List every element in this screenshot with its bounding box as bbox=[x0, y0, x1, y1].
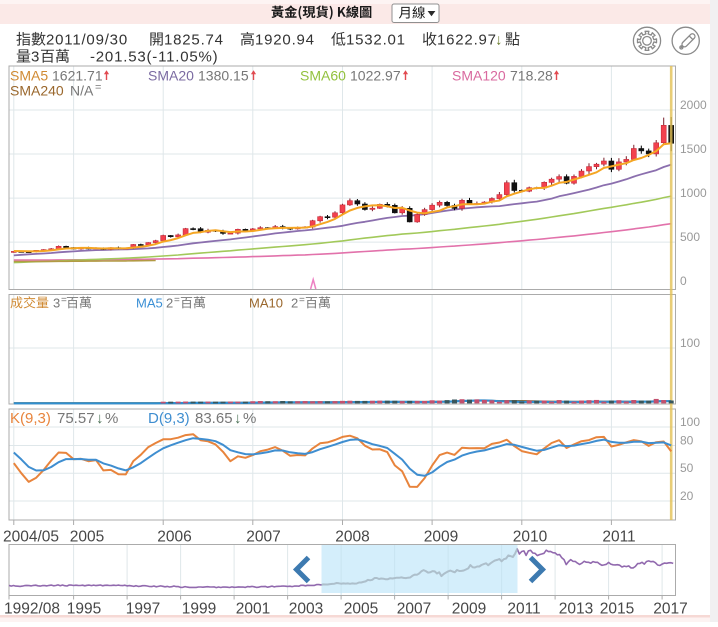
svg-text:1621.71: 1621.71 bbox=[52, 68, 103, 84]
svg-text:2009: 2009 bbox=[424, 529, 458, 546]
svg-text:2013: 2013 bbox=[559, 601, 593, 618]
svg-text:N/A: N/A bbox=[70, 83, 94, 99]
svg-text:K(9,3): K(9,3) bbox=[10, 410, 51, 427]
svg-text:80: 80 bbox=[680, 433, 694, 447]
svg-text:SMA5: SMA5 bbox=[10, 68, 48, 84]
svg-text:2007: 2007 bbox=[397, 601, 431, 618]
svg-text:1825.74: 1825.74 bbox=[164, 32, 224, 49]
svg-text:↓: ↓ bbox=[234, 410, 242, 427]
svg-text:D(9,3): D(9,3) bbox=[148, 410, 190, 427]
svg-text:1022.97: 1022.97 bbox=[350, 68, 401, 84]
svg-text:1380.15: 1380.15 bbox=[198, 68, 249, 84]
svg-text:-201.53(-11.05%): -201.53(-11.05%) bbox=[90, 49, 218, 66]
svg-text:2011: 2011 bbox=[602, 529, 635, 546]
svg-text:2004/05: 2004/05 bbox=[3, 529, 59, 546]
svg-text:=: = bbox=[61, 295, 67, 306]
svg-text:MA5: MA5 bbox=[136, 295, 163, 310]
svg-text:1000: 1000 bbox=[680, 186, 707, 200]
svg-text:2007: 2007 bbox=[246, 529, 280, 546]
svg-text:2011/09/30: 2011/09/30 bbox=[46, 32, 128, 49]
svg-text:1992/08: 1992/08 bbox=[4, 601, 60, 618]
svg-text:1995: 1995 bbox=[67, 601, 101, 618]
svg-text:100: 100 bbox=[680, 415, 700, 429]
svg-text:2017: 2017 bbox=[653, 601, 687, 618]
svg-text:2009: 2009 bbox=[452, 601, 486, 618]
svg-text:83.65: 83.65 bbox=[195, 410, 233, 427]
svg-text:↓: ↓ bbox=[96, 410, 104, 427]
svg-text:%: % bbox=[105, 410, 118, 427]
svg-text:2011: 2011 bbox=[507, 601, 540, 618]
svg-text:=: = bbox=[174, 295, 180, 306]
svg-text:75.57: 75.57 bbox=[57, 410, 95, 427]
svg-text:2005: 2005 bbox=[70, 529, 104, 546]
svg-text:=: = bbox=[95, 82, 101, 94]
svg-text:↓: ↓ bbox=[495, 32, 503, 49]
svg-text:SMA60: SMA60 bbox=[300, 68, 346, 84]
svg-text:20: 20 bbox=[680, 489, 694, 503]
svg-text:718.28: 718.28 bbox=[510, 68, 553, 84]
svg-text:2: 2 bbox=[291, 295, 298, 310]
svg-text:1920.94: 1920.94 bbox=[255, 32, 315, 49]
svg-text:2010: 2010 bbox=[513, 529, 548, 546]
svg-text:3: 3 bbox=[31, 49, 39, 66]
svg-text:1997: 1997 bbox=[126, 601, 160, 618]
svg-text:3: 3 bbox=[53, 295, 60, 310]
svg-text:0: 0 bbox=[680, 274, 687, 288]
svg-text:=: = bbox=[299, 295, 305, 306]
svg-text:2006: 2006 bbox=[157, 529, 191, 546]
svg-text:%: % bbox=[243, 410, 256, 427]
svg-text:2008: 2008 bbox=[335, 529, 369, 546]
svg-text:SMA20: SMA20 bbox=[148, 68, 194, 84]
svg-text:2015: 2015 bbox=[600, 601, 634, 618]
svg-text:2005: 2005 bbox=[344, 601, 378, 618]
svg-text:1622.97: 1622.97 bbox=[437, 32, 497, 49]
svg-text:50: 50 bbox=[680, 461, 694, 475]
svg-text:2: 2 bbox=[166, 295, 173, 310]
svg-text:1532.01: 1532.01 bbox=[346, 32, 406, 49]
svg-text:100: 100 bbox=[680, 336, 700, 350]
svg-text:500: 500 bbox=[680, 230, 700, 244]
svg-text:2000: 2000 bbox=[680, 98, 707, 112]
svg-text:2001: 2001 bbox=[236, 601, 270, 618]
svg-text:MA10: MA10 bbox=[249, 295, 283, 310]
svg-text:1500: 1500 bbox=[680, 142, 707, 156]
svg-text:SMA240: SMA240 bbox=[10, 83, 64, 99]
svg-text:1999: 1999 bbox=[182, 601, 216, 618]
svg-text:2003: 2003 bbox=[289, 601, 323, 618]
svg-text:SMA120: SMA120 bbox=[452, 68, 506, 84]
